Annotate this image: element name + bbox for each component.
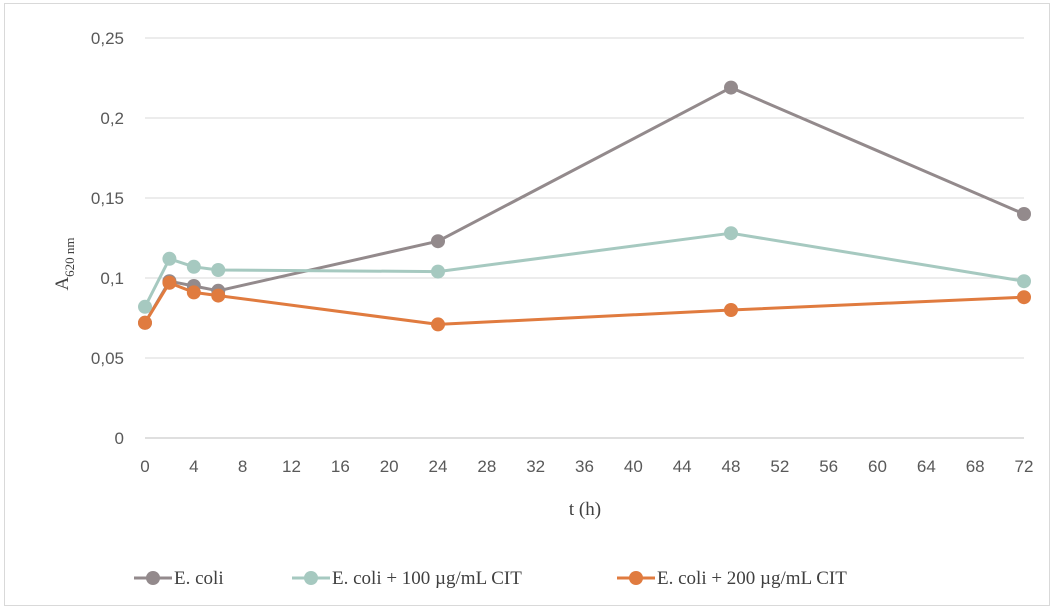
y-axis-title-subscript: 620 nm (62, 237, 77, 276)
gridlines (145, 37, 1024, 359)
y-tick-label: 0,15 (91, 189, 124, 208)
x-tick-label: 44 (673, 457, 692, 476)
data-point (1017, 207, 1031, 221)
legend-label: E. coli (174, 568, 224, 589)
x-axis-tick-labels: 0 4 8 12 16 20 24 28 32 36 40 44 48 52 56 60 64 68 72 (140, 457, 1033, 476)
data-point (211, 288, 226, 303)
legend-item: E. coli + 100 µg/mL CIT (292, 568, 522, 589)
x-tick-label: 8 (238, 457, 247, 476)
data-point (162, 251, 177, 266)
legend-marker (629, 571, 643, 585)
x-tick-label: 64 (917, 457, 936, 476)
data-point (1017, 290, 1031, 305)
series-2 (138, 226, 1031, 314)
legend-item: E. coli + 200 µg/mL CIT (617, 568, 847, 589)
series-line (143, 281, 1025, 326)
data-point (211, 263, 226, 277)
y-tick-label: 0,05 (91, 349, 124, 368)
y-axis-title: A620 nm (52, 237, 77, 290)
legend-label: E. coli + 200 µg/mL CIT (657, 568, 847, 589)
y-axis-tick-labels: 0 0,05 0,1 0,15 0,2 0,25 (91, 29, 124, 448)
series-line (143, 86, 1025, 324)
x-tick-label: 56 (819, 457, 838, 476)
data-point (431, 317, 445, 332)
x-tick-label: 12 (282, 457, 301, 476)
data-point (1017, 274, 1031, 289)
data-point (724, 226, 738, 241)
y-axis-title-main: A (52, 277, 73, 291)
y-tick-label: 0 (115, 429, 124, 448)
x-tick-label: 28 (477, 457, 496, 476)
x-tick-label: 20 (380, 457, 399, 476)
x-tick-label: 16 (331, 457, 350, 476)
series-layer (138, 80, 1031, 332)
x-tick-label: 0 (140, 457, 149, 476)
legend-marker (304, 571, 318, 585)
data-point (162, 275, 177, 290)
x-tick-label: 48 (722, 457, 741, 476)
data-point (724, 80, 738, 95)
legend-label: E. coli + 100 µg/mL CIT (332, 568, 522, 589)
x-tick-label: 40 (624, 457, 643, 476)
legend-marker (146, 571, 160, 585)
x-tick-label: 4 (189, 457, 198, 476)
data-point (431, 234, 445, 249)
data-point (186, 259, 201, 274)
data-point (138, 299, 152, 314)
x-tick-label: 72 (1015, 457, 1034, 476)
legend: E. coli E. coli + 100 µg/mL CIT E. coli + … (134, 568, 847, 589)
x-tick-label: 68 (966, 457, 985, 476)
data-point (431, 264, 445, 279)
x-tick-label: 32 (526, 457, 545, 476)
data-point (724, 303, 738, 317)
x-tick-label: 52 (770, 457, 789, 476)
y-tick-label: 0,1 (100, 269, 124, 288)
series-3 (138, 275, 1031, 332)
y-tick-label: 0,2 (100, 109, 124, 128)
x-tick-label: 60 (868, 457, 887, 476)
legend-item: E. coli (134, 568, 224, 589)
x-tick-label: 36 (575, 457, 594, 476)
y-tick-label: 0,25 (91, 29, 124, 48)
x-axis-title: t (h) (569, 499, 601, 520)
data-point (138, 315, 152, 330)
x-tick-label: 24 (429, 457, 448, 476)
series-line (143, 231, 1025, 308)
data-point (186, 285, 201, 300)
